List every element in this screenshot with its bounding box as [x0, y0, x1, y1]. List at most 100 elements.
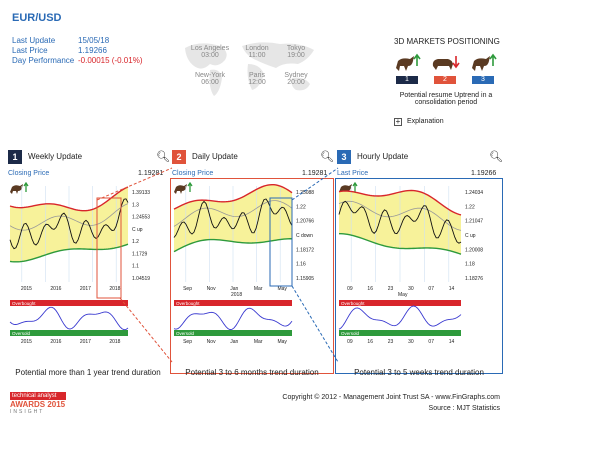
x-tick-label: 14: [449, 339, 455, 345]
last-update-label: Last Update: [12, 36, 56, 45]
level-label: 1.21047: [465, 219, 483, 225]
x-tick-label: 07: [428, 286, 434, 292]
oscillator-line: [9, 306, 129, 331]
lower-band-line: [338, 232, 462, 255]
city-paris: Paris 12:00: [248, 72, 266, 86]
x-tick-label: Nov: [207, 339, 216, 345]
upper-band-line: [9, 186, 129, 212]
level-label: 1.22: [465, 204, 475, 210]
panel-chart: 1.24034 1.22 1.21047 C up 1.20008 1.18 1.18276…: [338, 182, 483, 345]
oversold-bar: [10, 330, 128, 336]
oscillator-line: [338, 305, 462, 330]
mid-line: [173, 200, 293, 227]
mid-line: [9, 203, 129, 231]
price-label: Closing Price: [8, 170, 50, 177]
overbought-bar: [174, 300, 292, 306]
x-tick-label: 16: [367, 286, 373, 292]
x-tick-label: Sep: [183, 339, 192, 345]
oversold-label: Oversold: [176, 331, 195, 336]
panel-number-badge: 1: [8, 150, 22, 164]
overbought-label: Overbought: [12, 301, 36, 306]
position-box-hourly: 3: [472, 76, 494, 84]
x-tick-label: 30: [408, 339, 414, 345]
zoom-icon[interactable]: 🔍︎: [320, 151, 334, 163]
x-tick-label: 30: [408, 286, 414, 292]
city-new-york: New-York 06:00: [194, 72, 226, 86]
level-label: 1.1: [132, 264, 139, 270]
panel-title: Daily Update: [192, 152, 238, 161]
level-label: 1.04519: [132, 276, 150, 282]
level-label: 1.20008: [465, 247, 483, 253]
uptrend-arrow-icon: [187, 182, 193, 192]
panel-title: Weekly Update: [28, 152, 83, 161]
level-label: C down: [296, 233, 313, 239]
x-tick-label: 16: [367, 339, 373, 345]
bull-icon: [174, 184, 187, 194]
panel-chart: 1.39133 1.3 1.24553 C up 1.2 1.1729 1.1 1.04519…: [9, 182, 150, 345]
positioning-icons: [396, 53, 497, 71]
explanation-link[interactable]: Explanation: [407, 118, 444, 125]
x-tick-label: 09: [347, 286, 353, 292]
zoom-icon[interactable]: 🔍︎: [489, 151, 503, 163]
price-line: [338, 200, 462, 244]
panel-frame: [335, 178, 503, 374]
bull-icon: [472, 53, 497, 71]
overbought-bar: [339, 300, 461, 306]
x-tick-label: 2018: [109, 339, 120, 345]
level-label: C up: [132, 227, 143, 233]
overbought-label: Overbought: [341, 301, 365, 306]
level-label: 1.18172: [296, 247, 314, 253]
x-tick-label: 07: [428, 339, 434, 345]
bull-icon: [10, 184, 23, 194]
x-tick-label: 23: [388, 339, 394, 345]
last-price-value: 1.19266: [78, 46, 107, 55]
level-label: 1.20766: [296, 219, 314, 225]
x-axis-period: May: [398, 292, 408, 298]
level-label: 1.18: [465, 262, 475, 268]
x-tick-label: May: [277, 339, 287, 345]
positioning-caption: Potential resume Uptrend in a consolidati…: [399, 92, 493, 106]
expand-plus-icon[interactable]: +: [394, 117, 402, 126]
last-price-label: Last Price: [12, 46, 48, 55]
panel-title: Hourly Update: [357, 152, 409, 161]
oversold-label: Oversold: [12, 331, 31, 336]
x-tick-label: 2016: [50, 339, 61, 345]
positioning-title: 3D MARKETS POSITIONING: [394, 37, 500, 46]
x-tick-label: May: [277, 286, 287, 292]
mid-line: [338, 200, 462, 231]
source-text: Source : MJT Statistics: [428, 405, 500, 412]
position-box-weekly: 1: [396, 76, 418, 84]
award-logo: technical analyst AWARDS 2015 INSIGHT: [10, 392, 66, 424]
upper-band-line: [338, 189, 462, 216]
x-tick-label: Mar: [254, 286, 263, 292]
lower-band-line: [9, 243, 129, 263]
level-label: 1.22: [296, 204, 306, 210]
position-box-daily: 2: [434, 76, 456, 84]
world-map-icon: [185, 42, 314, 96]
city-sydney: Sydney 20:00: [284, 72, 308, 86]
oversold-bar: [339, 330, 461, 336]
oscillator-line: [173, 307, 293, 331]
price-line: [9, 198, 129, 250]
bear-icon: [432, 56, 460, 70]
level-label: 1.16: [296, 262, 306, 268]
trend-duration-caption: Potential 3 to 5 weeks trend duration: [354, 368, 484, 377]
symbol-title: EUR/USD: [12, 12, 62, 24]
uptrend-arrow-icon: [23, 182, 29, 192]
oversold-bar: [174, 330, 292, 336]
city-london: London 11:00: [245, 45, 269, 59]
city-tokyo: Tokyo 19:00: [286, 45, 306, 59]
x-tick-label: 2017: [80, 286, 91, 292]
panel-number-badge: 3: [337, 150, 351, 164]
level-label: 1.24553: [132, 215, 150, 221]
x-tick-label: 09: [347, 339, 353, 345]
level-label: 1.18276: [465, 276, 483, 282]
zoom-icon[interactable]: 🔍︎: [156, 151, 170, 163]
x-tick-label: 14: [449, 286, 455, 292]
level-label: 1.24034: [465, 190, 483, 196]
level-label: C up: [465, 233, 476, 239]
price-value: 1.19266: [471, 170, 497, 177]
panel-frame: [170, 178, 334, 374]
panel-chart: 1.25088 1.22 1.20766 C down 1.18172 1.16 1.159…: [173, 182, 314, 345]
